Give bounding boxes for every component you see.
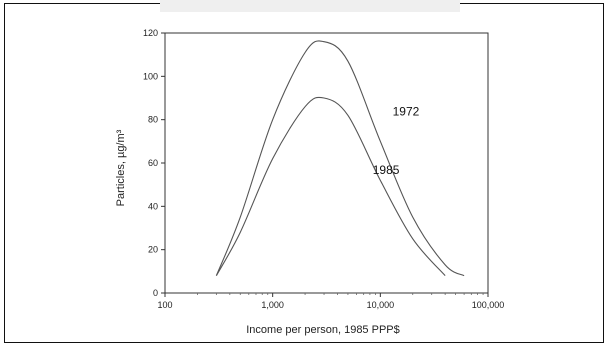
x-tick-label: 1,000 bbox=[261, 300, 284, 310]
x-tick-label: 10,000 bbox=[367, 300, 395, 310]
series-label-1972: 1972 bbox=[393, 104, 420, 118]
y-tick-label: 0 bbox=[153, 288, 158, 298]
top-band bbox=[160, 0, 460, 12]
series-line-1972 bbox=[215, 40, 465, 277]
series-line-1985 bbox=[215, 96, 446, 277]
series-labels: 1972 1985 bbox=[373, 104, 420, 176]
y-tick-label: 40 bbox=[148, 201, 158, 211]
plot-box bbox=[164, 32, 489, 294]
x-axis-label: Income per person, 1985 PPP$ bbox=[246, 324, 399, 336]
axes bbox=[164, 32, 489, 294]
y-axis-label: Particles, µg/m³ bbox=[115, 129, 127, 206]
x-tick-label: 100 bbox=[157, 300, 172, 310]
ticks: 0 20 40 60 80 100 120 100 1,000 10,000 100,000 bbox=[143, 28, 504, 310]
y-tick-label: 20 bbox=[148, 245, 158, 255]
x-tick-label: 100,000 bbox=[472, 300, 505, 310]
y-tick-label: 80 bbox=[148, 115, 158, 125]
y-tick-label: 120 bbox=[143, 28, 158, 38]
series-lines bbox=[215, 40, 465, 277]
series-label-1985: 1985 bbox=[373, 163, 400, 177]
y-tick-label: 100 bbox=[143, 71, 158, 81]
y-tick-label: 60 bbox=[148, 158, 158, 168]
chart-frame bbox=[4, 3, 604, 343]
